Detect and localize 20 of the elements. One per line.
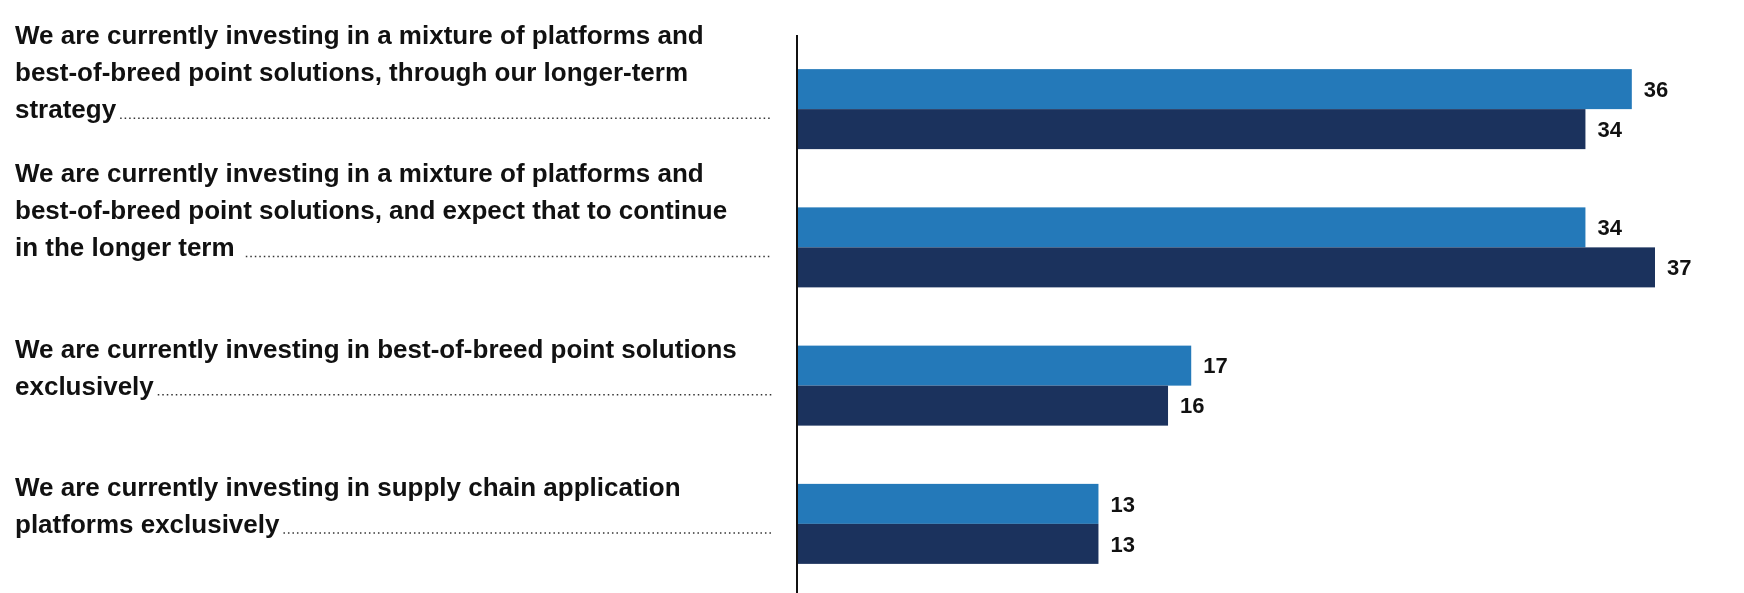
data-label: 34 <box>1597 116 1623 142</box>
bar <box>797 109 1586 150</box>
data-label: 17 <box>1203 353 1228 379</box>
bar <box>797 247 1655 288</box>
bar <box>797 523 1099 564</box>
y-tick-label: We are currently investing in a mixture of platforms and best-of-breed point solutions, and expect that to continue in the longer term <box>15 158 728 263</box>
bar <box>797 345 1192 386</box>
y-tick-label: We are currently investing in best-of-breed point solutions exclusively <box>15 333 737 401</box>
bar <box>797 385 1169 426</box>
bar <box>797 483 1099 524</box>
data-label: 37 <box>1667 255 1692 281</box>
data-label: 16 <box>1180 393 1205 419</box>
data-label: 13 <box>1110 491 1135 517</box>
data-label: 36 <box>1643 76 1669 102</box>
bar <box>797 207 1586 248</box>
data-label: 13 <box>1110 531 1135 557</box>
data-label: 34 <box>1597 215 1623 241</box>
y-tick-label: We are currently investing in a mixture of platforms and best-of-breed point solutions, through our longer-term strategy <box>15 20 704 125</box>
y-tick-label: We are currently investing in supply chain application platforms exclusively <box>15 471 681 539</box>
bar <box>797 69 1632 110</box>
